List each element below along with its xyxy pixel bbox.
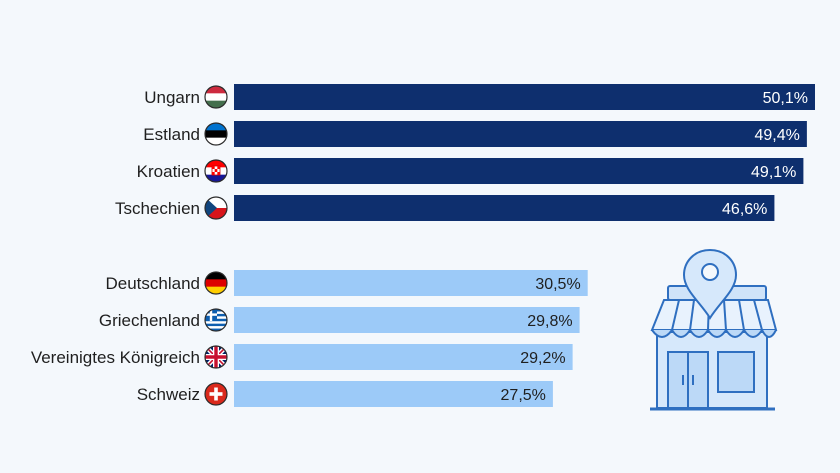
category-label: Schweiz [137,385,200,404]
bar [234,195,775,221]
uk-flag-icon [204,345,228,369]
bar [234,270,588,296]
bars-layer: 50,1% Ungarn 49,4% Estland 49,1% Kroatien 46,6… [31,84,815,407]
category-label: Kroatien [137,162,200,181]
store-location-icon [650,248,778,411]
bar-row: 46,6% Tschechien [115,195,775,221]
croatia-flag-icon [204,159,228,183]
data-label: 49,4% [755,127,800,144]
bar-row: 29,8% Griechenland [99,307,580,333]
bar-row: 27,5% Schweiz [137,381,553,407]
data-label: 46,6% [722,201,767,218]
data-label: 29,8% [527,313,572,330]
category-label: Tschechien [115,199,200,218]
bar [234,344,573,370]
bar [234,158,804,184]
bar [234,121,807,147]
bar-row: 50,1% Ungarn [144,84,815,110]
data-label: 50,1% [763,90,808,107]
bar-row: 29,2% Vereinigtes Königreich [31,344,573,370]
category-label: Vereinigtes Königreich [31,348,200,367]
bar [234,307,580,333]
data-label: 30,5% [535,276,580,293]
data-label: 27,5% [501,387,546,404]
bar-row: 49,1% Kroatien [137,158,804,184]
data-label: 49,1% [751,164,796,181]
category-label: Ungarn [144,88,200,107]
hungary-flag-icon [204,85,228,109]
bar [234,84,815,110]
greece-flag-icon [204,308,228,332]
switzerland-flag-icon [204,382,228,406]
bar-row: 30,5% Deutschland [105,270,588,296]
category-label: Griechenland [99,311,200,330]
category-label: Estland [143,125,200,144]
bar [234,381,553,407]
czech-flag-icon [204,196,228,220]
germany-flag-icon [204,271,228,295]
estonia-flag-icon [204,122,228,146]
category-label: Deutschland [105,274,200,293]
bar-row: 49,4% Estland [143,121,807,147]
data-label: 29,2% [520,350,565,367]
